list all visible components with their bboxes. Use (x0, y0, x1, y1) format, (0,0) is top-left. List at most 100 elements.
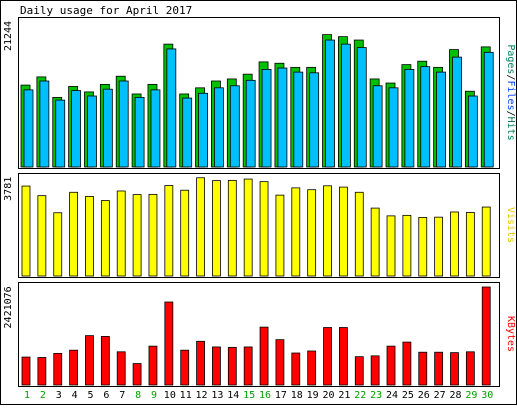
visits-bar (53, 212, 63, 277)
files-bar (245, 79, 256, 168)
x-tick-label: 3 (56, 390, 62, 401)
files-bar (340, 43, 351, 168)
kbytes-bar (323, 327, 332, 386)
x-tick-label: 20 (323, 390, 335, 401)
files-bar (325, 39, 335, 168)
files-bar (87, 95, 97, 168)
kbytes-bar (450, 352, 459, 386)
legend-label-part: / (505, 111, 516, 117)
files-bar (452, 56, 462, 168)
kbytes-bar (386, 345, 396, 386)
x-tick-label: 17 (275, 390, 287, 401)
visits-bar (370, 207, 380, 277)
x-tick-label: 26 (418, 390, 430, 401)
files-bar (23, 89, 34, 168)
kbytes-bar (465, 351, 475, 386)
files-bar (214, 87, 224, 168)
kbytes-bar (338, 327, 348, 386)
kbytes-bar (164, 301, 174, 386)
kbytes-bar (370, 355, 380, 386)
kbytes-bar (180, 349, 190, 386)
visits-bar (450, 211, 459, 277)
visits-bar (418, 217, 428, 277)
visits-bar (481, 206, 491, 277)
kbytes-bar (354, 356, 364, 386)
files-bar (467, 95, 478, 168)
legend-label: Visits (505, 207, 516, 243)
x-tick-label: 16 (259, 390, 271, 401)
files-bar (55, 99, 66, 168)
x-tick-label: 9 (151, 390, 157, 401)
visits-bar (307, 189, 317, 277)
x-tick-label: 2 (40, 390, 46, 401)
legend-label: Pages/Files/Hits (505, 44, 516, 140)
visits-bar (465, 212, 475, 277)
kbytes-bar (196, 340, 205, 386)
x-tick-label: 22 (354, 390, 366, 401)
kbytes-bar (132, 363, 142, 386)
visits-bar (338, 186, 348, 277)
kbytes-bar (85, 335, 94, 386)
x-tick-label: 30 (481, 390, 493, 401)
files-bar (356, 47, 367, 168)
kbytes-bar (116, 351, 126, 386)
x-tick-label: 27 (434, 390, 446, 401)
visits-bar (402, 214, 412, 277)
x-tick-label: 23 (370, 390, 382, 401)
files-bar (372, 85, 383, 168)
visits-bar (323, 185, 332, 277)
chart-title: Daily usage for April 2017 (20, 4, 192, 17)
visits-bar (164, 185, 174, 277)
visits-bar (354, 191, 364, 277)
visits-bar (275, 194, 285, 277)
x-tick-label: 8 (135, 390, 141, 401)
files-bar (102, 88, 113, 168)
visits-bar (386, 215, 396, 277)
x-tick-label: 25 (402, 390, 414, 401)
files-bar (182, 97, 193, 168)
x-tick-label: 11 (180, 390, 192, 401)
files-bar (150, 89, 161, 168)
x-tick-label: 12 (196, 390, 208, 401)
kbytes-bar (212, 346, 221, 386)
files-bar (293, 71, 304, 168)
files-bar (134, 96, 145, 168)
legend-label-part: Files (505, 80, 516, 110)
visits-bar (37, 195, 47, 277)
kbytes-bar (227, 346, 237, 386)
kbytes-bar (37, 357, 47, 386)
legend-label-part: Visits (505, 207, 516, 243)
files-bar (277, 67, 288, 168)
files-bar (483, 51, 494, 168)
kbytes-bar (275, 339, 285, 386)
kbytes-bar (291, 352, 301, 386)
files-bar (436, 71, 447, 168)
visits-bar (259, 181, 269, 277)
x-tick-label: 7 (119, 390, 125, 401)
x-tick-label: 10 (164, 390, 176, 401)
visits-bar (116, 190, 126, 277)
visits-bar (243, 178, 253, 277)
visits-bar (291, 187, 301, 277)
kbytes-bar (243, 346, 253, 386)
files-bar (388, 87, 399, 168)
files-bar (118, 80, 129, 168)
x-tick-label: 18 (291, 390, 303, 401)
x-tick-label: 4 (72, 390, 78, 401)
x-tick-label: 13 (211, 390, 223, 401)
kbytes-bar (307, 350, 317, 386)
legend-label-part: / (505, 74, 516, 80)
x-tick-label: 14 (227, 390, 239, 401)
visits-bar (212, 180, 221, 277)
legend-label: KBytes (505, 316, 516, 352)
legend-label-part: KBytes (505, 316, 516, 352)
visits-bar (132, 194, 142, 277)
visits-bar (85, 196, 94, 277)
kbytes-bar (418, 351, 428, 386)
x-tick-label: 5 (87, 390, 93, 401)
visits-bar (227, 179, 237, 277)
kbytes-bar (481, 286, 491, 386)
legend-label-part: Hits (505, 117, 516, 141)
